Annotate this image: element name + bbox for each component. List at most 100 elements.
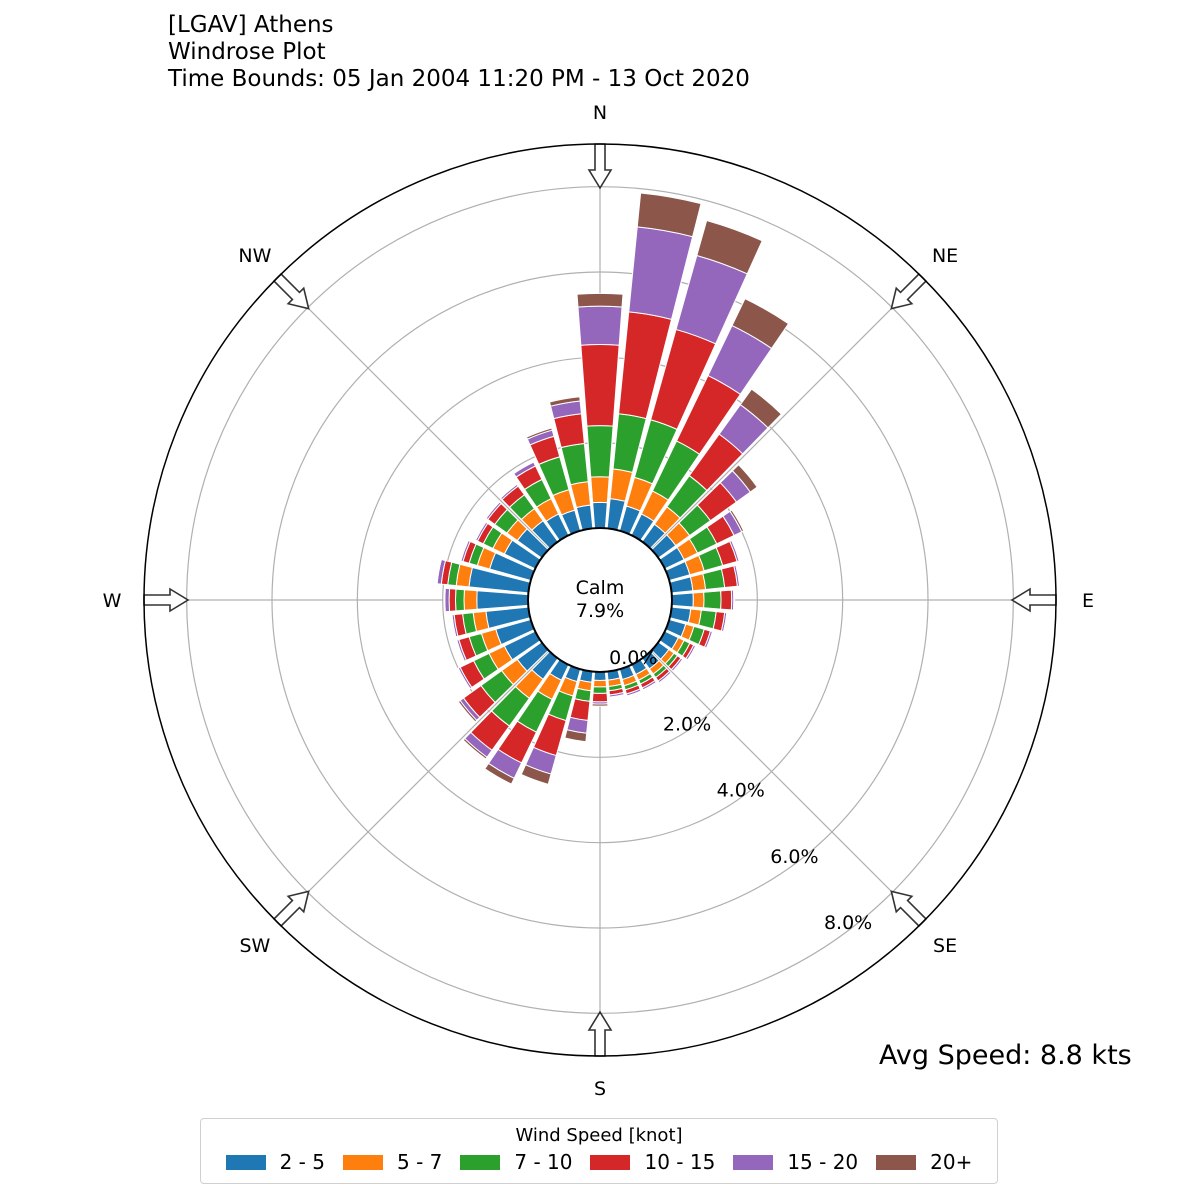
- bar-dir-230-bin-5: [457, 699, 478, 723]
- compass-label-se: SE: [933, 935, 957, 957]
- bar-dir-80-bin-5: [735, 564, 741, 587]
- compass-arrow-sw: [272, 890, 310, 928]
- legend-label: 2 - 5: [279, 1150, 325, 1174]
- bar-dir-20-bin-5: [696, 219, 763, 275]
- bar-dir-160-bin-5: [626, 690, 643, 698]
- bar-dir-200-bin-5: [520, 764, 552, 785]
- bar-dir-250-bin-5: [455, 639, 466, 663]
- legend-swatch: [590, 1154, 631, 1170]
- bar-dir-180-bin-2: [592, 686, 608, 694]
- bar-dir-90-bin-0: [671, 592, 694, 608]
- bar-dir-90-bin-1: [692, 591, 705, 609]
- legend-item-3: 10 - 15: [590, 1150, 715, 1174]
- bar-dir-340-bin-5: [525, 427, 553, 440]
- compass-arrow-n: [587, 143, 613, 190]
- compass-label-w: W: [103, 590, 122, 612]
- bar-dir-310-bin-5: [484, 500, 501, 519]
- bar-dir-180-bin-3: [591, 692, 609, 703]
- compass-arrow-w: [143, 587, 190, 613]
- bar-dir-270-bin-3: [448, 588, 457, 612]
- title-time-bounds: Time Bounds: 05 Jan 2004 11:20 PM - 13 O…: [168, 66, 750, 92]
- bar-dir-210-bin-5: [484, 762, 515, 785]
- bar-dir-50-bin-5: [731, 464, 758, 493]
- bar-dir-320-bin-5: [499, 482, 518, 499]
- bar-dir-90-bin-2: [703, 590, 722, 610]
- bar-dir-180-bin-5: [591, 703, 609, 707]
- bar-dir-270-bin-1: [463, 589, 478, 611]
- bar-dir-350-bin-5: [548, 396, 581, 407]
- compass-label-s: S: [594, 1078, 606, 1100]
- legend-swatch: [342, 1154, 383, 1170]
- average-speed: Avg Speed: 8.8 kts: [879, 1040, 1132, 1071]
- bar-dir-350-bin-1: [570, 481, 592, 509]
- bar-dir-190-bin-3: [569, 698, 591, 722]
- bar-dir-120-bin-5: [686, 645, 698, 661]
- legend-item-1: 5 - 7: [342, 1150, 443, 1174]
- legend-label: 15 - 20: [787, 1150, 859, 1174]
- compass-arrow-s: [587, 1010, 613, 1057]
- calm-circle: [527, 527, 673, 673]
- legend-item-0: 2 - 5: [225, 1150, 325, 1174]
- legend: Wind Speed [knot] 2 - 5 5 - 7 7 - 10 10 - 1…: [200, 1118, 998, 1184]
- calm-value: 7.9%: [576, 600, 624, 622]
- bar-dir-180-bin-0: [593, 671, 607, 682]
- compass-label-ne: NE: [932, 245, 958, 267]
- radial-tick-label-4: 8.0%: [824, 912, 872, 934]
- grid-spoke-sw: [277, 650, 550, 923]
- legend-label: 7 - 10: [514, 1150, 573, 1174]
- grid-spoke-ne: [650, 277, 923, 550]
- bar-dir-0-bin-2: [586, 425, 614, 478]
- legend-swatch: [733, 1154, 774, 1170]
- bar-dir-240-bin-5: [456, 667, 471, 690]
- bar-dir-0-bin-3: [580, 344, 620, 427]
- windrose-bars: [435, 192, 790, 785]
- title-plot-type: Windrose Plot: [168, 39, 326, 65]
- radial-tick-label-0: 0.0%: [609, 647, 657, 669]
- bar-dir-30-bin-5: [731, 298, 790, 350]
- compass-labels: N NE E SE S SW W NW: [103, 102, 1094, 1100]
- bar-dir-330-bin-5: [512, 460, 535, 475]
- bar-dir-80-bin-2: [702, 568, 726, 591]
- title-station: [LGAV] Athens: [168, 12, 334, 38]
- legend-label: 10 - 15: [644, 1150, 716, 1174]
- bar-dir-260-bin-5: [450, 614, 457, 638]
- legend-title: Wind Speed [knot]: [515, 1125, 683, 1146]
- chart-title: [LGAV] Athens Windrose Plot Time Bounds:…: [168, 12, 750, 93]
- grid-spoke-se: [650, 650, 923, 923]
- bar-dir-350-bin-3: [553, 413, 585, 449]
- compass-arrow-nw: [272, 272, 310, 310]
- legend-item-5: 20+: [876, 1150, 972, 1174]
- bar-dir-290-bin-5: [459, 539, 469, 562]
- compass-label-n: N: [593, 102, 607, 124]
- bar-dir-130-bin-5: [672, 658, 685, 673]
- bar-dir-270-bin-0: [476, 590, 529, 610]
- legend-swatch: [460, 1154, 501, 1170]
- bar-dir-110-bin-5: [705, 630, 714, 650]
- legend-label: 20+: [930, 1150, 973, 1174]
- radial-tick-label-3: 6.0%: [770, 846, 818, 868]
- bar-dir-220-bin-5: [462, 737, 488, 760]
- compass-label-sw: SW: [240, 935, 271, 957]
- calm-label: Calm: [576, 577, 625, 599]
- grid-spoke-nw: [277, 277, 550, 550]
- legend-swatch: [225, 1154, 266, 1170]
- legend-item-2: 7 - 10: [460, 1150, 572, 1174]
- radial-tick-label-2: 4.0%: [717, 780, 765, 802]
- compass-arrow-se: [890, 890, 928, 928]
- legend-label: 5 - 7: [396, 1150, 443, 1174]
- legend-item-4: 15 - 20: [733, 1150, 858, 1174]
- legend-swatch: [876, 1154, 917, 1170]
- bar-dir-150-bin-5: [642, 681, 658, 692]
- bar-dir-280-bin-5: [435, 558, 442, 585]
- bar-dir-190-bin-5: [564, 729, 588, 743]
- bar-dir-90-bin-5: [732, 589, 736, 611]
- bar-dir-10-bin-5: [636, 192, 702, 238]
- bar-dir-70-bin-5: [731, 539, 741, 562]
- bar-dir-180-bin-1: [592, 679, 608, 688]
- bar-dir-90-bin-3: [720, 589, 733, 611]
- bar-dir-0-bin-0: [592, 501, 608, 529]
- compass-label-e: E: [1082, 590, 1094, 612]
- bar-dir-140-bin-5: [658, 672, 673, 685]
- compass-arrow-e: [1010, 587, 1057, 613]
